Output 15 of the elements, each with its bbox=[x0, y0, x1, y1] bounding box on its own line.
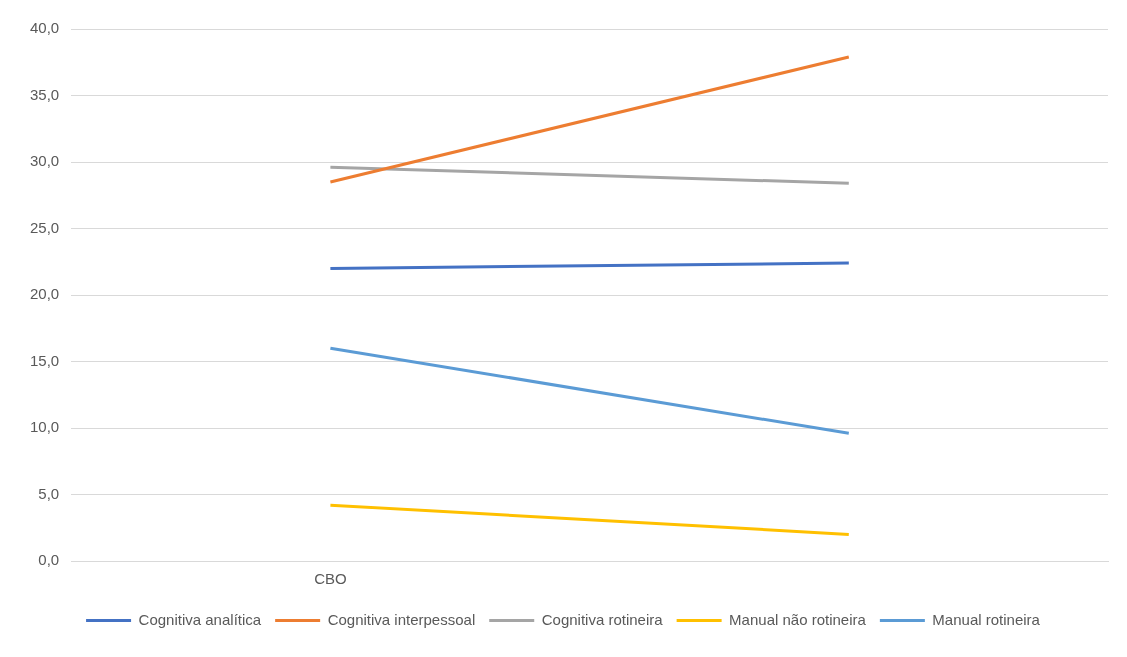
y-tick-label: 15,0 bbox=[29, 351, 60, 369]
y-tick-label: 0,0 bbox=[38, 551, 60, 569]
y-tick-label: 20,0 bbox=[29, 285, 60, 303]
legend-label: Cognitiva analítica bbox=[138, 610, 262, 628]
legend-label: Manual não rotineira bbox=[729, 610, 867, 628]
x-tick-label: CBO bbox=[314, 570, 347, 588]
y-tick-label: 10,0 bbox=[29, 418, 60, 436]
y-tick-label: 5,0 bbox=[38, 484, 60, 502]
legend-label: Cognitiva rotineira bbox=[541, 610, 664, 628]
y-tick-label: 30,0 bbox=[29, 152, 60, 170]
y-tick-label: 25,0 bbox=[29, 218, 60, 236]
y-tick-label: 35,0 bbox=[29, 85, 60, 103]
y-tick-label: 40,0 bbox=[29, 19, 60, 37]
legend-label: Manual rotineira bbox=[932, 610, 1041, 628]
legend-label: Cognitiva interpessoal bbox=[327, 610, 476, 628]
